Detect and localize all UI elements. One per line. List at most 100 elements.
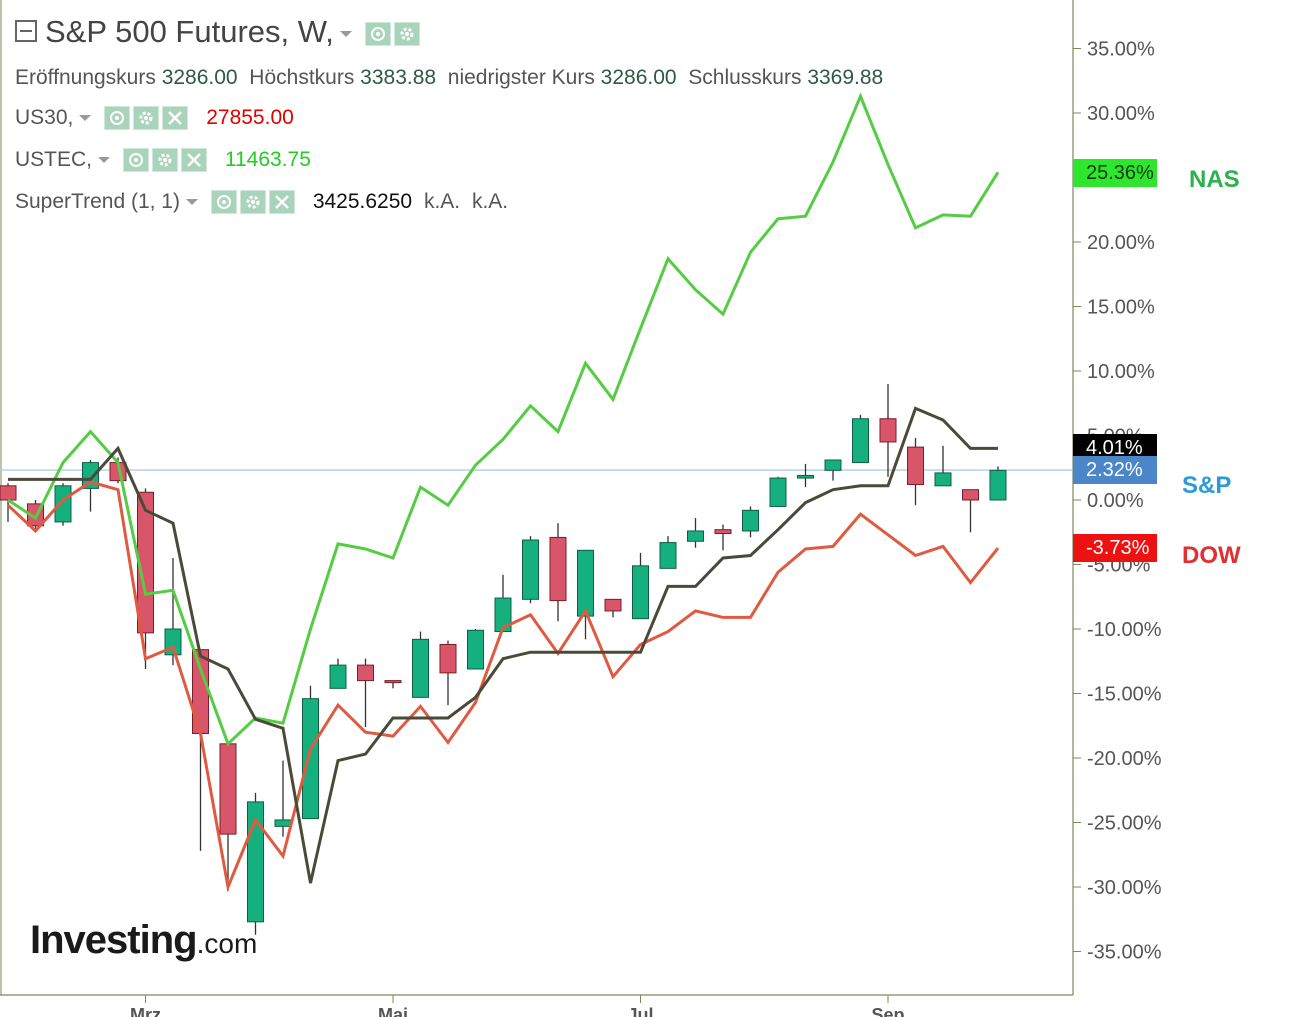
candle-body: [274, 819, 292, 827]
y-tick-label: 30.00%: [1087, 103, 1155, 125]
candle-body: [687, 530, 704, 542]
candle-body: [54, 485, 72, 523]
indicator-value: 11463.75: [224, 148, 311, 171]
symbol-dropdown-icon[interactable]: [339, 30, 352, 37]
candle-body: [797, 474, 814, 479]
price-tag: -3.73%: [1073, 534, 1157, 563]
candle: [192, 649, 209, 851]
candle: [962, 489, 979, 533]
candle: [659, 536, 677, 569]
ohlc-open-value: 3286.00: [161, 66, 238, 89]
y-tick-label: -15.00%: [1087, 684, 1162, 706]
price-tag: 2.32%: [1073, 456, 1157, 485]
y-tick-label: -10.00%: [1087, 619, 1162, 641]
gear-icon[interactable]: [152, 148, 179, 173]
candle: [824, 459, 842, 481]
candle: [632, 552, 649, 620]
series-line-supertrend: [8, 406, 998, 884]
close-icon[interactable]: [181, 148, 208, 173]
candle: [907, 438, 924, 506]
indicator-value: 3425.6250: [312, 190, 413, 213]
candle-body: [219, 743, 237, 835]
candle: [577, 549, 594, 640]
x-tick-label: Sep: [871, 1005, 904, 1017]
y-tick-label: -35.00%: [1087, 942, 1162, 964]
eye-icon[interactable]: [104, 106, 131, 131]
indicator-name[interactable]: US30,: [15, 106, 74, 129]
candle-body: [934, 472, 952, 487]
series-label-nas: NAS: [1189, 166, 1240, 193]
candle: [797, 463, 814, 488]
candle: [522, 536, 539, 604]
candle-body: [714, 529, 732, 535]
y-tick-label: 15.00%: [1087, 297, 1155, 319]
eye-icon[interactable]: [123, 148, 150, 173]
gear-icon[interactable]: [239, 190, 266, 215]
collapse-legend-icon[interactable]: [15, 19, 37, 42]
eye-icon[interactable]: [210, 190, 237, 215]
indicator-row-ustec: USTEC, 11463.75: [15, 148, 311, 173]
candle-body: [742, 509, 759, 532]
candle-body: [824, 459, 842, 471]
indicator-row-us30: US30, 27855.00: [15, 106, 294, 131]
y-tick-label: -30.00%: [1087, 877, 1162, 899]
candle: [412, 631, 429, 698]
candle: [852, 414, 869, 464]
candle-body: [769, 477, 787, 507]
indicator-extra-1: k.A.: [423, 190, 461, 213]
symbol-title: S&P 500 Futures, W,: [45, 14, 334, 49]
candle: [247, 792, 264, 935]
gear-icon[interactable]: [393, 21, 420, 46]
chevron-down-icon[interactable]: [98, 157, 111, 164]
indicator-value: 27855.00: [206, 106, 294, 129]
candle-body: [439, 643, 457, 674]
candle-body: [329, 664, 347, 689]
x-tick-label: Mrz: [130, 1005, 161, 1017]
indicator-row-supertrend: SuperTrend (1, 1) 3425.6250 k.A. k.A.: [15, 190, 508, 215]
candle-body: [659, 542, 677, 569]
y-tick-label: 10.00%: [1087, 361, 1155, 383]
candle: [329, 658, 347, 689]
candle: [494, 574, 512, 633]
candle-body: [302, 698, 319, 820]
candle-body: [879, 418, 897, 443]
x-tick-label: Jul: [627, 1005, 653, 1017]
candle-body: [384, 680, 402, 684]
candle: [54, 483, 72, 526]
close-icon[interactable]: [162, 106, 189, 131]
chevron-down-icon[interactable]: [185, 199, 198, 206]
chevron-down-icon[interactable]: [79, 115, 92, 122]
close-icon[interactable]: [268, 190, 295, 215]
ohlc-close-label: Schlusskurs: [688, 66, 802, 89]
candle-body: [522, 539, 539, 600]
candle-body: [467, 629, 484, 670]
candle-body: [549, 536, 567, 602]
indicator-name[interactable]: USTEC,: [15, 148, 93, 171]
eye-icon[interactable]: [364, 21, 391, 46]
candle: [137, 488, 154, 669]
candle: [357, 658, 374, 728]
candle: [604, 598, 622, 618]
candle: [0, 483, 17, 522]
candle: [714, 524, 732, 551]
candle: [219, 743, 237, 891]
candle: [742, 506, 759, 538]
gear-icon[interactable]: [133, 106, 160, 131]
ohlc-high-value: 3383.88: [360, 66, 437, 89]
candle: [989, 466, 1007, 501]
candle-body: [604, 598, 622, 612]
candle-body: [192, 649, 209, 734]
candle: [769, 476, 787, 507]
candle-body: [412, 638, 429, 698]
candle: [384, 680, 402, 689]
candle-body: [907, 446, 924, 486]
series-line-nas: [7, 92, 1000, 747]
y-tick-label: 20.00%: [1087, 232, 1155, 254]
candle-body: [0, 485, 17, 501]
price-tag: 25.36%: [1073, 158, 1157, 187]
candle: [687, 518, 704, 548]
candle: [879, 383, 897, 477]
ohlc-close-value: 3369.88: [807, 66, 884, 89]
indicator-name[interactable]: SuperTrend (1, 1): [15, 190, 180, 213]
